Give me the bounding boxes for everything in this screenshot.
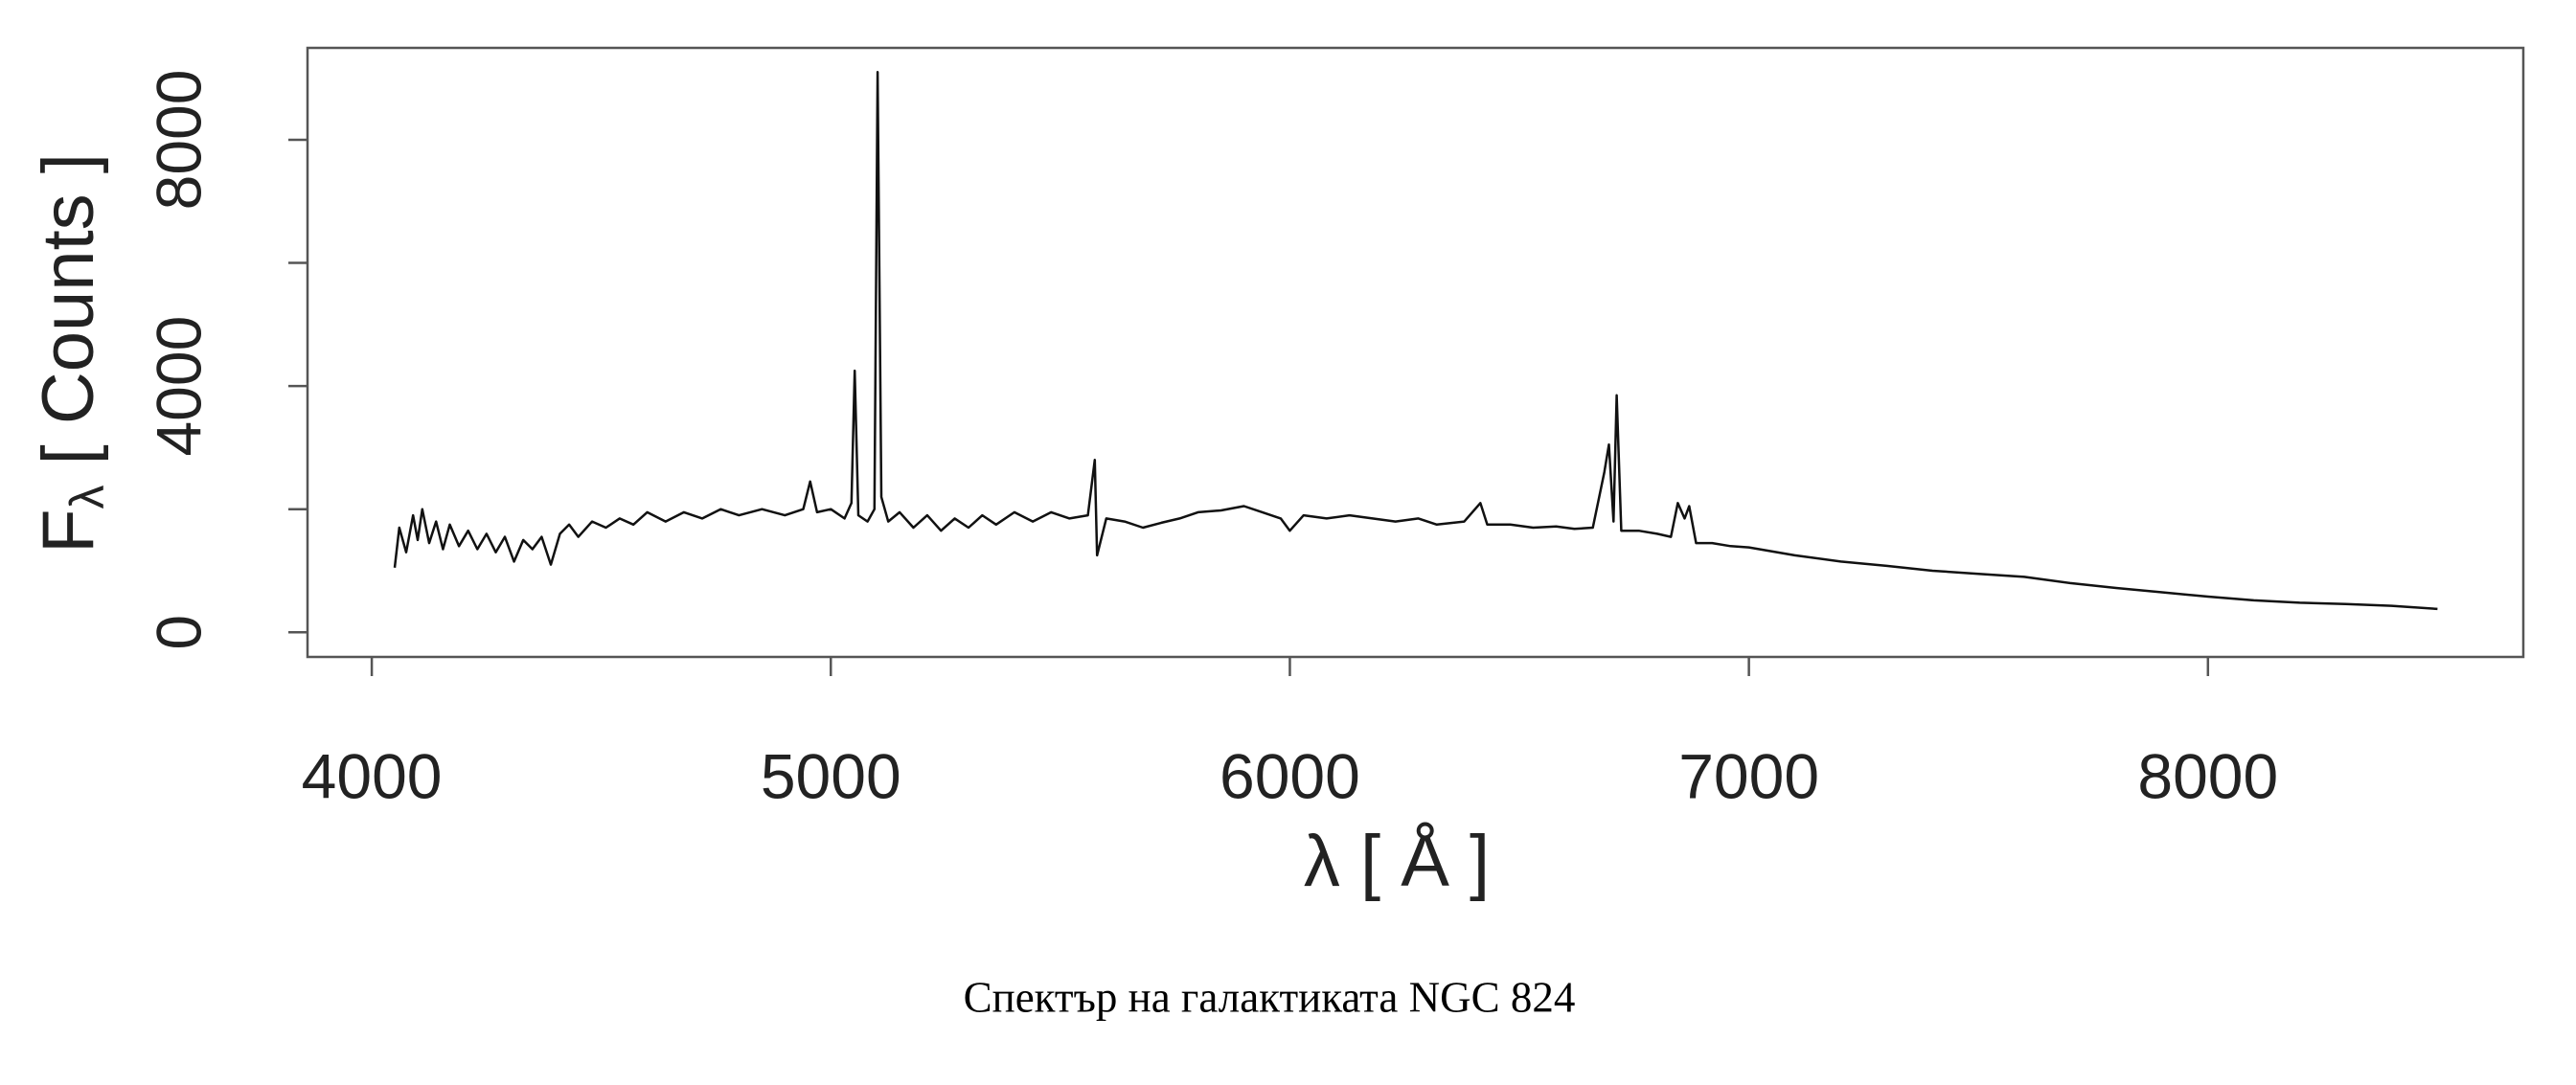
x-tick-label: 8000 xyxy=(2137,740,2278,811)
x-tick-label: 4000 xyxy=(302,740,443,811)
y-axis-label: Fλ [ Counts ] xyxy=(28,153,114,554)
y-axis-label-part: [ Counts ] xyxy=(28,153,109,485)
x-tick-label: 7000 xyxy=(1678,740,1819,811)
plot-frame xyxy=(306,46,2525,659)
x-tick-label: 6000 xyxy=(1220,740,1360,811)
y-axis-label-part: λ xyxy=(60,485,114,509)
y-tick-label: 8000 xyxy=(143,70,214,211)
y-tick-label: 4000 xyxy=(143,316,214,457)
caption: Спектър на галактиката NGC 824 xyxy=(964,973,1576,1021)
spectrum-line xyxy=(393,71,2438,611)
y-axis-label-part: F xyxy=(28,509,109,553)
x-tick-label: 5000 xyxy=(761,740,901,811)
y-tick-label: 0 xyxy=(143,615,214,650)
x-axis-label: λ [ Å ] xyxy=(1304,821,1490,902)
